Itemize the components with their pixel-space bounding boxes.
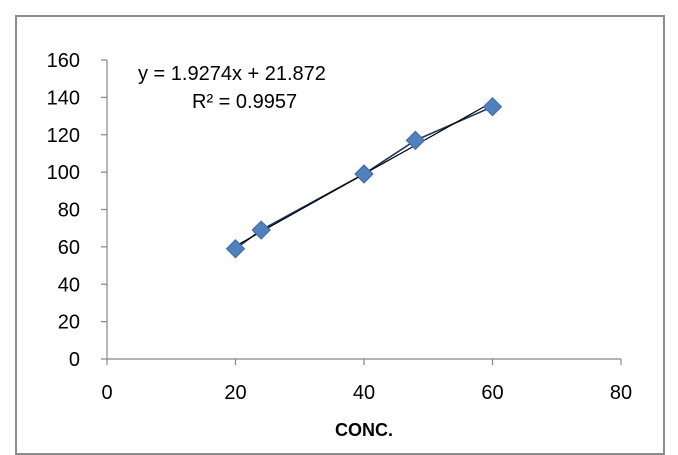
y-axis-ticks <box>101 59 107 360</box>
y-tick-label-160: 160 <box>47 50 80 72</box>
data-point <box>251 220 271 240</box>
y-tick-label-40: 40 <box>58 274 80 296</box>
x-tick-label-40: 40 <box>353 382 375 404</box>
x-axis-tick-labels: 0 20 40 60 80 <box>101 382 632 404</box>
x-tick-label-60: 60 <box>481 382 503 404</box>
data-point <box>405 130 426 151</box>
data-points <box>225 97 503 259</box>
data-point <box>482 97 503 117</box>
x-axis-ticks <box>106 359 622 365</box>
data-point <box>354 164 374 184</box>
r-squared-label: R² = 0.9957 <box>192 91 297 113</box>
y-tick-label-60: 60 <box>58 237 80 259</box>
chart-frame <box>15 15 665 455</box>
data-point <box>225 239 246 259</box>
x-tick-label-0: 0 <box>101 382 112 404</box>
x-tick-label-20: 20 <box>224 382 246 404</box>
y-tick-label-0: 0 <box>69 349 80 371</box>
y-axis-tick-labels: 0 20 40 60 80 100 120 140 160 <box>47 50 80 371</box>
y-tick-label-120: 120 <box>47 125 80 147</box>
trendline-equation: y = 1.9274x + 21.872 <box>138 63 326 85</box>
y-tick-label-100: 100 <box>47 162 80 184</box>
x-tick-label-80: 80 <box>610 382 632 404</box>
y-tick-label-80: 80 <box>58 200 80 222</box>
x-axis-title: CONC. <box>335 420 393 440</box>
y-tick-label-20: 20 <box>58 312 80 334</box>
y-tick-label-140: 140 <box>47 87 80 109</box>
